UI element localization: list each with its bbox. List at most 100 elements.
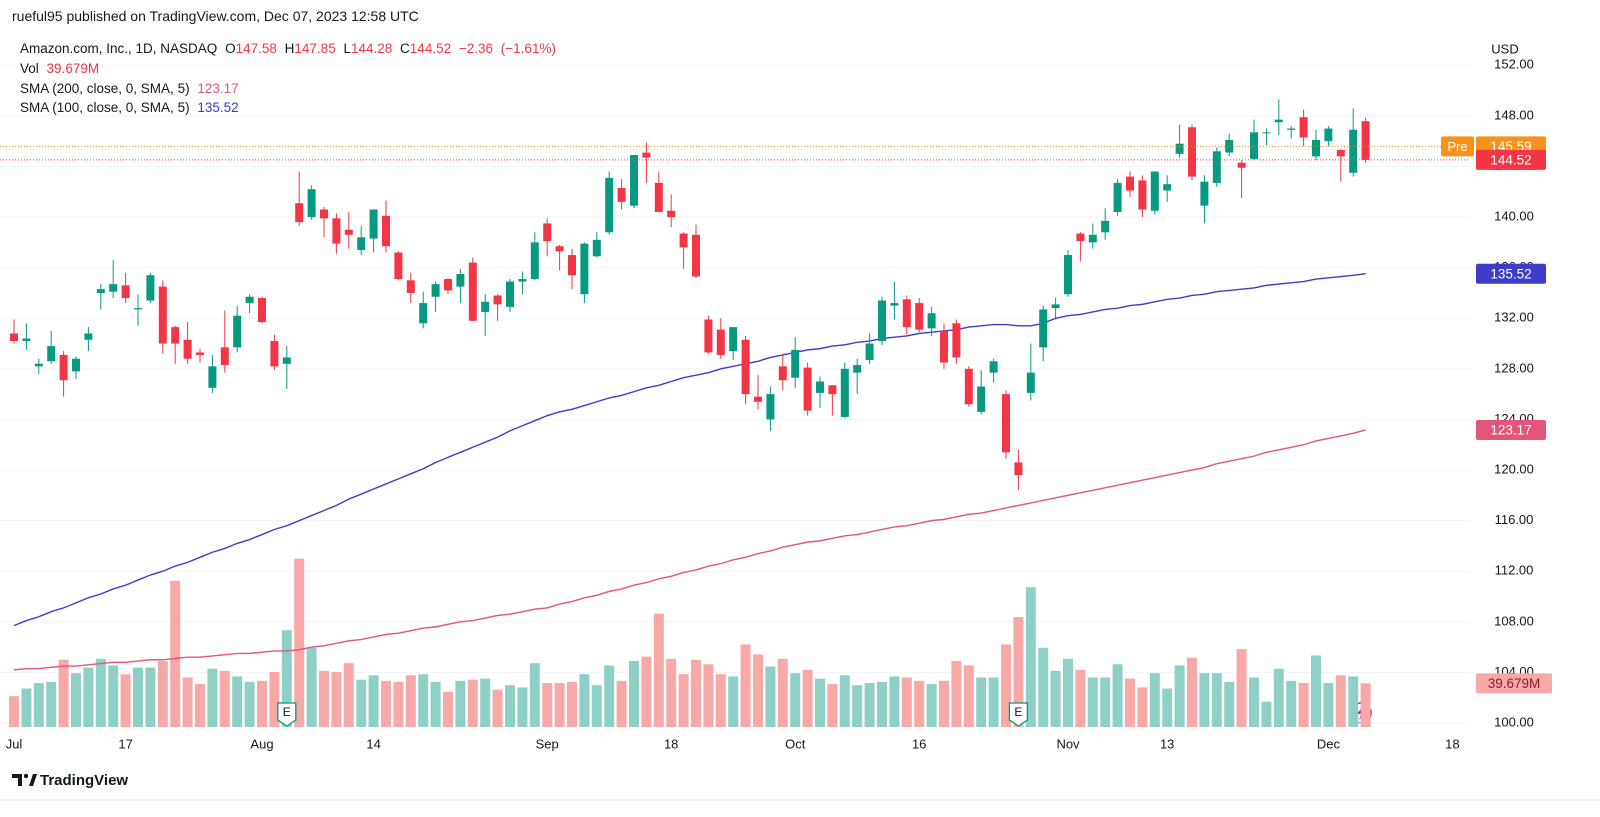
volume-bar <box>120 674 131 727</box>
volume-bar <box>554 683 565 727</box>
candle-body <box>1138 180 1147 210</box>
volume-bar <box>579 674 590 727</box>
candle-body <box>716 329 725 355</box>
candle-body <box>84 333 93 340</box>
brand-name: TradingView <box>40 772 128 789</box>
candle-body <box>1150 171 1159 211</box>
volume-bar <box>269 672 280 727</box>
volume-bars <box>9 558 1371 727</box>
x-tick-label: 18 <box>1445 736 1459 751</box>
series-name: SMA (200, close, 0, SMA, 5) <box>20 81 190 96</box>
volume-bar <box>1286 680 1297 727</box>
candle-body <box>1026 372 1035 393</box>
plot-area <box>9 99 1371 727</box>
candle-body <box>382 215 390 247</box>
candle-body <box>543 223 552 242</box>
volume-bar <box>157 661 168 727</box>
volume-bar <box>901 677 912 727</box>
volume-bar <box>604 665 615 727</box>
candle-body <box>940 330 948 363</box>
volume-bar <box>443 691 453 727</box>
volume-bar <box>405 675 416 727</box>
volume-bar <box>133 667 143 727</box>
volume-bar <box>219 670 230 727</box>
candle-body <box>915 303 924 330</box>
candle-body <box>196 352 204 355</box>
legend-volume: Vol 39.679M <box>20 60 103 78</box>
volume-bar <box>753 654 763 727</box>
ohlc-label: L <box>343 41 351 56</box>
x-tick-label: 14 <box>366 736 380 751</box>
candle-body <box>245 296 254 304</box>
candle-body <box>1299 117 1308 138</box>
candle-body <box>481 301 490 312</box>
candle-body <box>121 285 130 299</box>
candle-body <box>1262 132 1271 134</box>
x-tick-label: Dec <box>1317 736 1341 751</box>
volume-bar <box>703 664 714 727</box>
candle-body <box>47 346 56 362</box>
volume-bar <box>1348 676 1359 727</box>
candle-body <box>952 323 961 358</box>
candles <box>10 99 1370 491</box>
y-tick-label: 112.00 <box>1495 563 1534 578</box>
x-tick-label: Jul <box>6 736 23 751</box>
candle-body <box>592 239 601 257</box>
candle-body <box>630 155 638 206</box>
candle-body <box>530 242 539 280</box>
volume-bar <box>467 679 478 727</box>
volume-bar <box>343 663 354 727</box>
candle-body <box>1212 151 1221 183</box>
candle-body <box>1336 150 1345 157</box>
volume-bar <box>83 667 94 727</box>
volume-bar <box>728 676 739 727</box>
candle-body <box>183 339 192 359</box>
series-value: 123.17 <box>197 81 239 96</box>
ohlc-label: C <box>400 41 410 56</box>
volume-bar <box>368 675 379 727</box>
candle-body <box>890 303 899 306</box>
y-tick-label: 128.00 <box>1494 360 1534 375</box>
candle-body <box>1039 309 1048 348</box>
earnings-label: E <box>283 705 291 719</box>
candle-body <box>667 210 676 218</box>
candle-body <box>1163 184 1172 191</box>
x-tick-label: 13 <box>1160 736 1174 751</box>
volume-bar <box>182 677 193 727</box>
volume-bar <box>852 685 863 727</box>
volume-bar <box>976 677 987 727</box>
candle-body <box>258 298 266 323</box>
candle-body <box>220 347 229 366</box>
candle-body <box>1002 394 1010 453</box>
y-tick-label: 140.00 <box>1494 209 1534 224</box>
earnings-label: E <box>1014 705 1022 719</box>
candle-body <box>927 313 936 329</box>
candle-body <box>1076 233 1085 242</box>
candle-body <box>10 333 18 342</box>
candle-body <box>344 229 353 235</box>
volume-bar <box>1013 617 1024 727</box>
volume-bar <box>244 681 255 727</box>
volume-name: Vol <box>20 61 39 76</box>
volume-bar <box>1360 683 1371 727</box>
volume-bar <box>257 680 267 727</box>
candle-body <box>307 189 316 218</box>
symbol-title: Amazon.com, Inc., 1D, NASDAQ <box>20 41 218 56</box>
y-tick-label: 132.00 <box>1494 310 1534 325</box>
candle-body <box>295 203 304 223</box>
series-value: 135.52 <box>197 100 239 115</box>
volume-bar <box>715 674 726 727</box>
candle-body <box>233 315 242 348</box>
candle-body <box>840 368 849 417</box>
premarket-tag: Pre <box>1447 139 1467 154</box>
candle-body <box>96 289 105 293</box>
candle-body <box>580 243 589 295</box>
candle-body <box>208 366 217 388</box>
volume-bar <box>58 659 69 727</box>
candle-body <box>394 252 403 280</box>
candle-body <box>989 361 998 373</box>
earnings-marker <box>1008 702 1029 727</box>
volume-bar <box>1063 658 1073 727</box>
candle-body <box>134 308 142 310</box>
candle-body <box>692 234 700 277</box>
